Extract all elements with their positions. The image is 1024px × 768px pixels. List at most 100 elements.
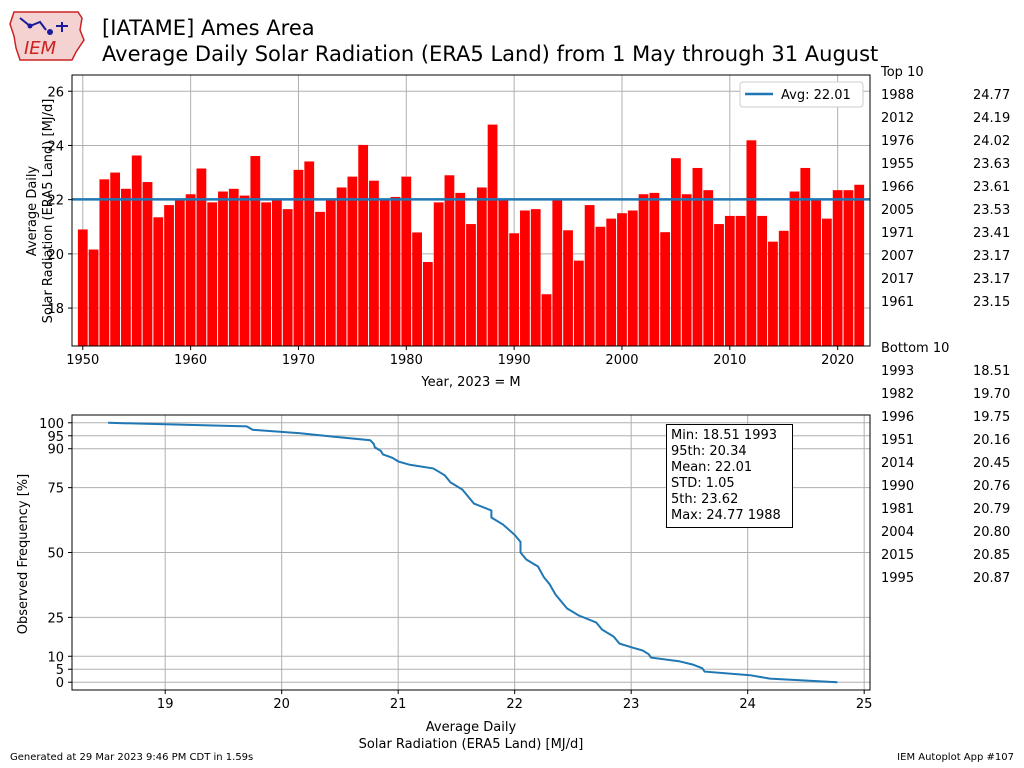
bar-2006	[681, 194, 692, 346]
bar-2022	[854, 184, 865, 346]
bar-1956	[142, 182, 153, 346]
top10-row-year: 2017	[881, 272, 915, 287]
bar-1971	[304, 161, 315, 346]
bar-y-axis-label-line1: Average Daily	[25, 165, 40, 256]
bar-2009	[714, 224, 724, 346]
bar-1959	[174, 199, 185, 346]
bar-1979	[390, 196, 401, 346]
cdf-y-tick-label: 10	[47, 650, 64, 665]
bar-1987	[476, 187, 487, 346]
bar-1974	[336, 187, 347, 346]
stat-std: STD: 1.05	[671, 476, 735, 491]
bar-2017	[800, 167, 811, 346]
chart-title-line2: Average Daily Solar Radiation (ERA5 Land…	[102, 42, 879, 66]
top10-row-year: 1955	[881, 157, 915, 172]
bar-1984	[444, 175, 455, 346]
cdf-x-tick-label: 20	[273, 697, 290, 712]
bar-2007	[692, 167, 703, 346]
bar-1986	[466, 224, 476, 346]
bottom10-row-year: 2004	[881, 525, 915, 540]
cdf-x-tick-label: 23	[623, 697, 640, 712]
bar-1951	[88, 249, 99, 346]
bar-2001	[627, 210, 638, 346]
top10-row-year: 1976	[881, 134, 915, 149]
cdf-x-tick-label: 22	[506, 697, 523, 712]
bottom10-row-value: 19.75	[973, 410, 1011, 425]
bar-1996	[573, 260, 584, 346]
cdf-y-tick-label: 75	[47, 482, 64, 497]
cdf-y-tick-label: 0	[56, 676, 64, 691]
bar-2005	[671, 158, 681, 346]
stat-95th: 95th: 20.34	[671, 444, 747, 459]
bar-x-tick-label: 1990	[498, 353, 531, 368]
bar-1953	[110, 172, 121, 346]
cdf-y-tick-label: 25	[47, 611, 64, 626]
bar-1957	[153, 217, 164, 346]
bar-1962	[207, 202, 218, 346]
bottom10-row-value: 20.80	[973, 525, 1011, 540]
bar-1970	[293, 169, 304, 346]
bar-2012	[746, 140, 757, 346]
top10-row-value: 23.15	[973, 295, 1011, 310]
bar-chart-frame	[71, 74, 871, 347]
top10-row-value: 23.61	[973, 180, 1011, 195]
bottom10-row-year: 1990	[881, 479, 915, 494]
cdf-x-tick-label: 21	[390, 697, 407, 712]
bottom10-row-year: 1996	[881, 410, 915, 425]
top10-row-year: 1966	[881, 180, 915, 195]
bar-y-tick-label: 22	[47, 194, 64, 209]
bar-2008	[703, 190, 714, 346]
cdf-y-axis-label: Observed Frequency [%]	[16, 474, 31, 634]
bottom10-heading: Bottom 10	[881, 341, 950, 356]
bar-2000	[617, 213, 627, 346]
bar-2021	[843, 190, 854, 346]
top10-row-year: 2012	[881, 111, 915, 126]
top10-row-value: 24.19	[973, 111, 1011, 126]
bar-1976	[358, 144, 369, 346]
bar-1966	[250, 156, 261, 346]
bar-x-tick-label: 2010	[713, 353, 746, 368]
bottom10-row-year: 1993	[881, 364, 915, 379]
legend-label: Avg: 22.01	[781, 88, 851, 103]
top10-row-value: 23.53	[973, 203, 1011, 218]
bar-x-tick-label: 2000	[605, 353, 638, 368]
top10-row-value: 23.17	[973, 249, 1011, 264]
cdf-y-tick-label: 50	[47, 547, 64, 562]
bar-x-tick-label: 2020	[821, 353, 854, 368]
bar-1964	[228, 188, 239, 346]
footer-app-id: IEM Autoplot App #107	[897, 752, 1014, 763]
bar-2014	[768, 241, 778, 346]
bar-2016	[789, 191, 800, 346]
bar-2003	[649, 192, 660, 346]
bar-1968	[272, 199, 282, 346]
bottom10-row-year: 1951	[881, 433, 915, 448]
bar-1963	[218, 191, 228, 346]
bar-1991	[520, 210, 530, 346]
bar-1994	[552, 199, 563, 346]
cdf-x-tick-label: 25	[856, 697, 873, 712]
cdf-y-tick-label: 90	[47, 443, 64, 458]
bottom10-row-value: 20.79	[973, 502, 1011, 517]
bar-1981	[412, 232, 422, 346]
bar-2011	[735, 215, 746, 346]
bar-1960	[185, 194, 196, 346]
cdf-x-axis-label-line1: Average Daily	[426, 720, 517, 735]
bar-1975	[347, 176, 358, 346]
bar-x-tick-label: 1970	[282, 353, 315, 368]
iem-logo: IEM	[9, 11, 85, 61]
top10-row-value: 24.77	[973, 88, 1011, 103]
bottom10-row-value: 20.45	[973, 456, 1011, 471]
bar-1993	[541, 294, 552, 346]
bar-2002	[638, 194, 649, 346]
bar-2010	[724, 215, 735, 346]
bar-1969	[282, 209, 293, 346]
bar-x-tick-label: 1980	[390, 353, 423, 368]
bottom10-row-year: 2015	[881, 548, 915, 563]
top10-row-value: 23.17	[973, 272, 1011, 287]
bar-1977	[369, 180, 379, 346]
bar-1958	[164, 205, 174, 346]
top10-row-year: 1988	[881, 88, 915, 103]
cdf-x-tick-label: 24	[739, 697, 756, 712]
stat-min: Min: 18.51 1993	[671, 428, 778, 443]
